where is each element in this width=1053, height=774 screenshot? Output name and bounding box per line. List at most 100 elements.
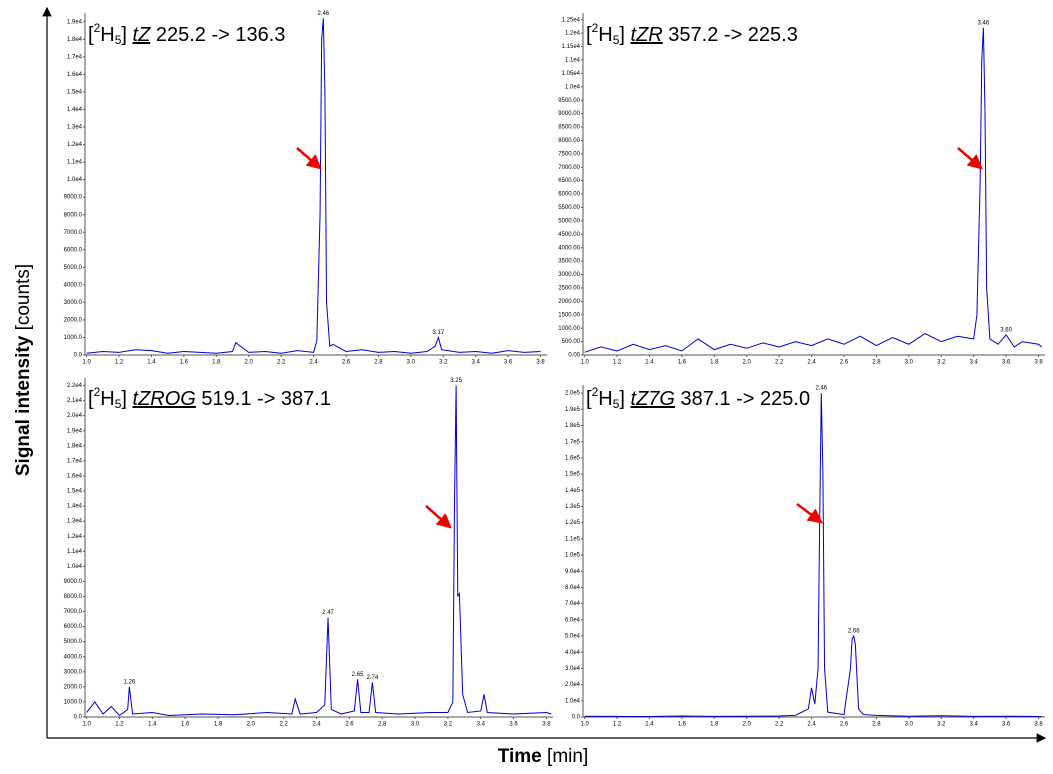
- x-axis-title-unit: [min]: [547, 746, 588, 767]
- x-tick-label: 1.6: [678, 360, 687, 366]
- x-tick-label: 2.2: [775, 360, 784, 366]
- peak-label: 2.46: [317, 11, 329, 17]
- y-tick-label: 1.7e4: [67, 54, 83, 60]
- x-tick-label: 2.8: [872, 722, 881, 728]
- y-tick-label: 2000.0: [64, 318, 83, 324]
- y-tick-label: 1.4e4: [67, 107, 83, 113]
- y-tick-label: 1.9e4: [67, 19, 83, 25]
- y-tick-label: 4000.00: [558, 245, 580, 251]
- x-tick-label: 3.6: [1002, 360, 1011, 366]
- y-tick-label: 4000.0: [64, 282, 83, 288]
- x-tick-label: 2.0: [247, 722, 256, 728]
- x-tick-label: 3.2: [937, 722, 946, 728]
- y-tick-label: 0.0: [74, 715, 83, 721]
- y-tick-label: 1.9e5: [565, 407, 581, 413]
- y-tick-label: 1000.0: [64, 335, 83, 341]
- title-bracket: ]: [121, 24, 127, 46]
- y-tick-label: 1.25e4: [562, 17, 581, 23]
- x-tick-label: 1.2: [115, 360, 124, 366]
- x-tick-label: 1.8: [710, 360, 719, 366]
- x-tick-label: 3.4: [970, 360, 979, 366]
- y-tick-label: 8.0e4: [565, 585, 581, 591]
- y-tick-label: 3000.00: [558, 272, 580, 278]
- x-tick-label: 1.4: [645, 360, 654, 366]
- y-tick-label: 1.7e5: [565, 439, 581, 445]
- y-tick-label: 6.0e4: [565, 617, 581, 623]
- red-arrow: [296, 147, 322, 170]
- peak-label: 2.65: [352, 672, 364, 678]
- x-tick-label: 1.2: [613, 360, 622, 366]
- title-bracket: ]: [121, 388, 127, 410]
- x-tick-label: 2.0: [245, 360, 254, 366]
- title-bracket: [: [88, 24, 94, 46]
- y-tick-label: 1.1e4: [565, 58, 581, 64]
- y-tick-label: 2.2e4: [67, 383, 83, 389]
- y-tick-label: 1.15e4: [562, 44, 581, 50]
- y-tick-label: 7500.00: [558, 151, 580, 157]
- panel-title: [2H5] tZROG 519.1 -> 387.1: [88, 385, 331, 411]
- x-tick-label: 3.4: [477, 722, 486, 728]
- x-tick-label: 1.6: [181, 722, 190, 728]
- x-tick-label: 1.6: [678, 722, 687, 728]
- title-isotope-mass: 2: [592, 21, 599, 35]
- x-tick-label: 2.4: [312, 722, 321, 728]
- x-tick-label: 2.2: [277, 360, 286, 366]
- title-compound: tZ: [133, 24, 152, 46]
- y-tick-label: 3000.0: [64, 300, 83, 306]
- y-tick-label: 2.1e4: [67, 398, 83, 404]
- x-tick-label: 3.4: [970, 722, 979, 728]
- y-tick-label: 1.1e5: [565, 536, 581, 542]
- x-tick-label: 2.4: [807, 360, 816, 366]
- y-tick-label: 1.3e4: [67, 125, 83, 131]
- title-compound: tZROG: [133, 388, 196, 410]
- y-axis-title: Signal intensity [counts]: [13, 264, 34, 476]
- x-tick-label: 2.8: [374, 360, 383, 366]
- title-transition: 357.2 -> 225.3: [668, 24, 798, 46]
- x-tick-label: 2.0: [743, 360, 752, 366]
- y-tick-label: 1.6e5: [565, 455, 581, 461]
- x-tick-label: 1.4: [645, 722, 654, 728]
- y-tick-label: 5000.0: [64, 265, 83, 271]
- y-tick-label: 6000.0: [64, 247, 83, 253]
- title-element: H: [100, 388, 114, 410]
- panel-title: [2H5] tZR 357.2 -> 225.3: [586, 21, 798, 47]
- title-count: 5: [115, 397, 122, 411]
- x-tick-label: 1.0: [82, 360, 91, 366]
- y-tick-label: 6500.00: [558, 178, 580, 184]
- y-tick-label: 9000.00: [558, 111, 580, 117]
- x-tick-label: 3.6: [1002, 722, 1011, 728]
- y-tick-label: 3000.0: [64, 669, 83, 675]
- x-tick-label: 3.0: [905, 722, 914, 728]
- peak-label: 2.46: [815, 386, 827, 392]
- y-tick-label: 1000.0: [64, 700, 83, 706]
- chromatogram-line: [86, 18, 541, 354]
- x-tick-label: 1.0: [580, 360, 589, 366]
- y-tick-label: 1.0e5: [565, 553, 581, 559]
- y-tick-label: 1.0e4: [565, 84, 581, 90]
- y-tick-label: 1.05e4: [562, 71, 581, 77]
- y-tick-label: 1.0e4: [67, 177, 83, 183]
- x-tick-label: 2.0: [743, 722, 752, 728]
- x-tick-label: 1.2: [115, 722, 124, 728]
- x-tick-label: 3.8: [542, 722, 551, 728]
- x-tick-label: 3.4: [472, 360, 481, 366]
- y-tick-label: 1.7e4: [67, 458, 83, 464]
- y-tick-label: 9500.00: [558, 98, 580, 104]
- x-tick-label: 3.8: [536, 360, 545, 366]
- title-bracket: [: [88, 388, 94, 410]
- red-arrow: [425, 505, 452, 529]
- y-tick-label: 6000.0: [64, 624, 83, 630]
- y-tick-label: 0.0: [74, 353, 83, 359]
- x-tick-label: 3.2: [439, 360, 448, 366]
- panel-title: [2H5] tZ7G 387.1 -> 225.0: [586, 385, 810, 411]
- y-tick-label: 0.0: [572, 715, 581, 721]
- x-tick-label: 3.2: [937, 360, 946, 366]
- x-tick-label: 2.6: [342, 360, 351, 366]
- peak-label: 3.46: [978, 20, 990, 26]
- x-tick-label: 1.8: [214, 722, 223, 728]
- title-isotope-mass: 2: [94, 385, 101, 399]
- y-tick-label: 1.0e4: [565, 698, 581, 704]
- y-tick-label: 2500.00: [558, 286, 580, 292]
